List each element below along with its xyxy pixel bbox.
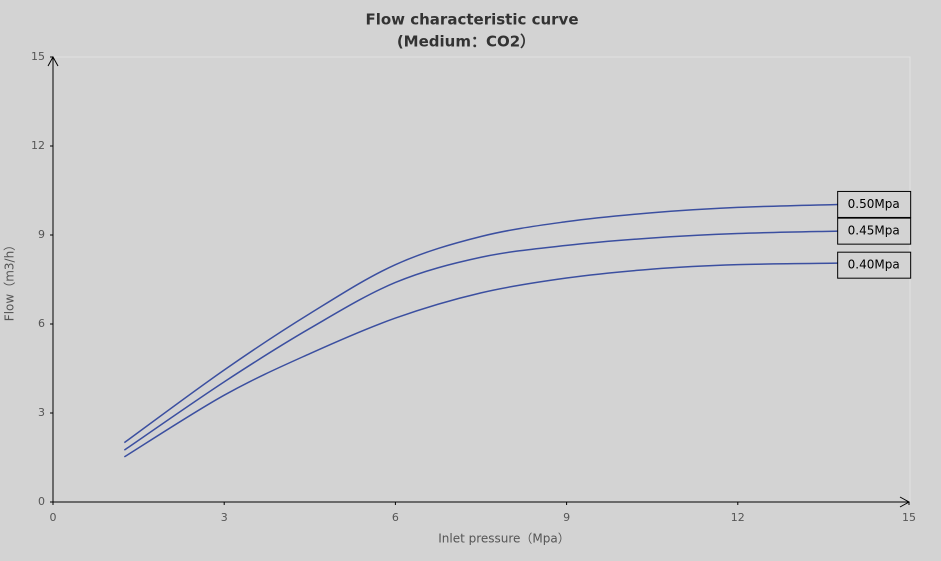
y-tick-label: 15 xyxy=(31,50,45,63)
series-label: 0.45Mpa xyxy=(848,224,900,238)
x-tick-label: 12 xyxy=(731,511,745,524)
series-label: 0.40Mpa xyxy=(848,258,900,272)
series-line xyxy=(123,203,838,444)
series-line xyxy=(123,262,838,458)
x-tick-label: 3 xyxy=(221,511,228,524)
series-label-box xyxy=(837,190,912,218)
x-axis-label: Inlet pressure（Mpa） xyxy=(438,532,570,546)
y-tick-label: 12 xyxy=(31,139,45,152)
y-tick-label: 9 xyxy=(38,228,45,241)
series-label-box xyxy=(837,251,912,279)
x-tick-label: 15 xyxy=(902,511,916,524)
series-label-box xyxy=(837,217,912,245)
series-label: 0.50Mpa xyxy=(848,197,900,211)
y-tick-label: 6 xyxy=(38,317,45,330)
chart-subtitle: (Medium：CO2） xyxy=(397,33,535,51)
series-line xyxy=(123,230,838,451)
y-tick-label: 3 xyxy=(38,406,45,419)
y-axis-label: Flow（m3/h） xyxy=(3,239,17,321)
x-tick-label: 9 xyxy=(563,511,570,524)
chart-title: Flow characteristic curve xyxy=(365,11,578,29)
y-tick-label: 0 xyxy=(38,495,45,508)
plot-frame xyxy=(52,56,911,503)
x-tick-label: 6 xyxy=(392,511,399,524)
x-tick-label: 0 xyxy=(50,511,57,524)
